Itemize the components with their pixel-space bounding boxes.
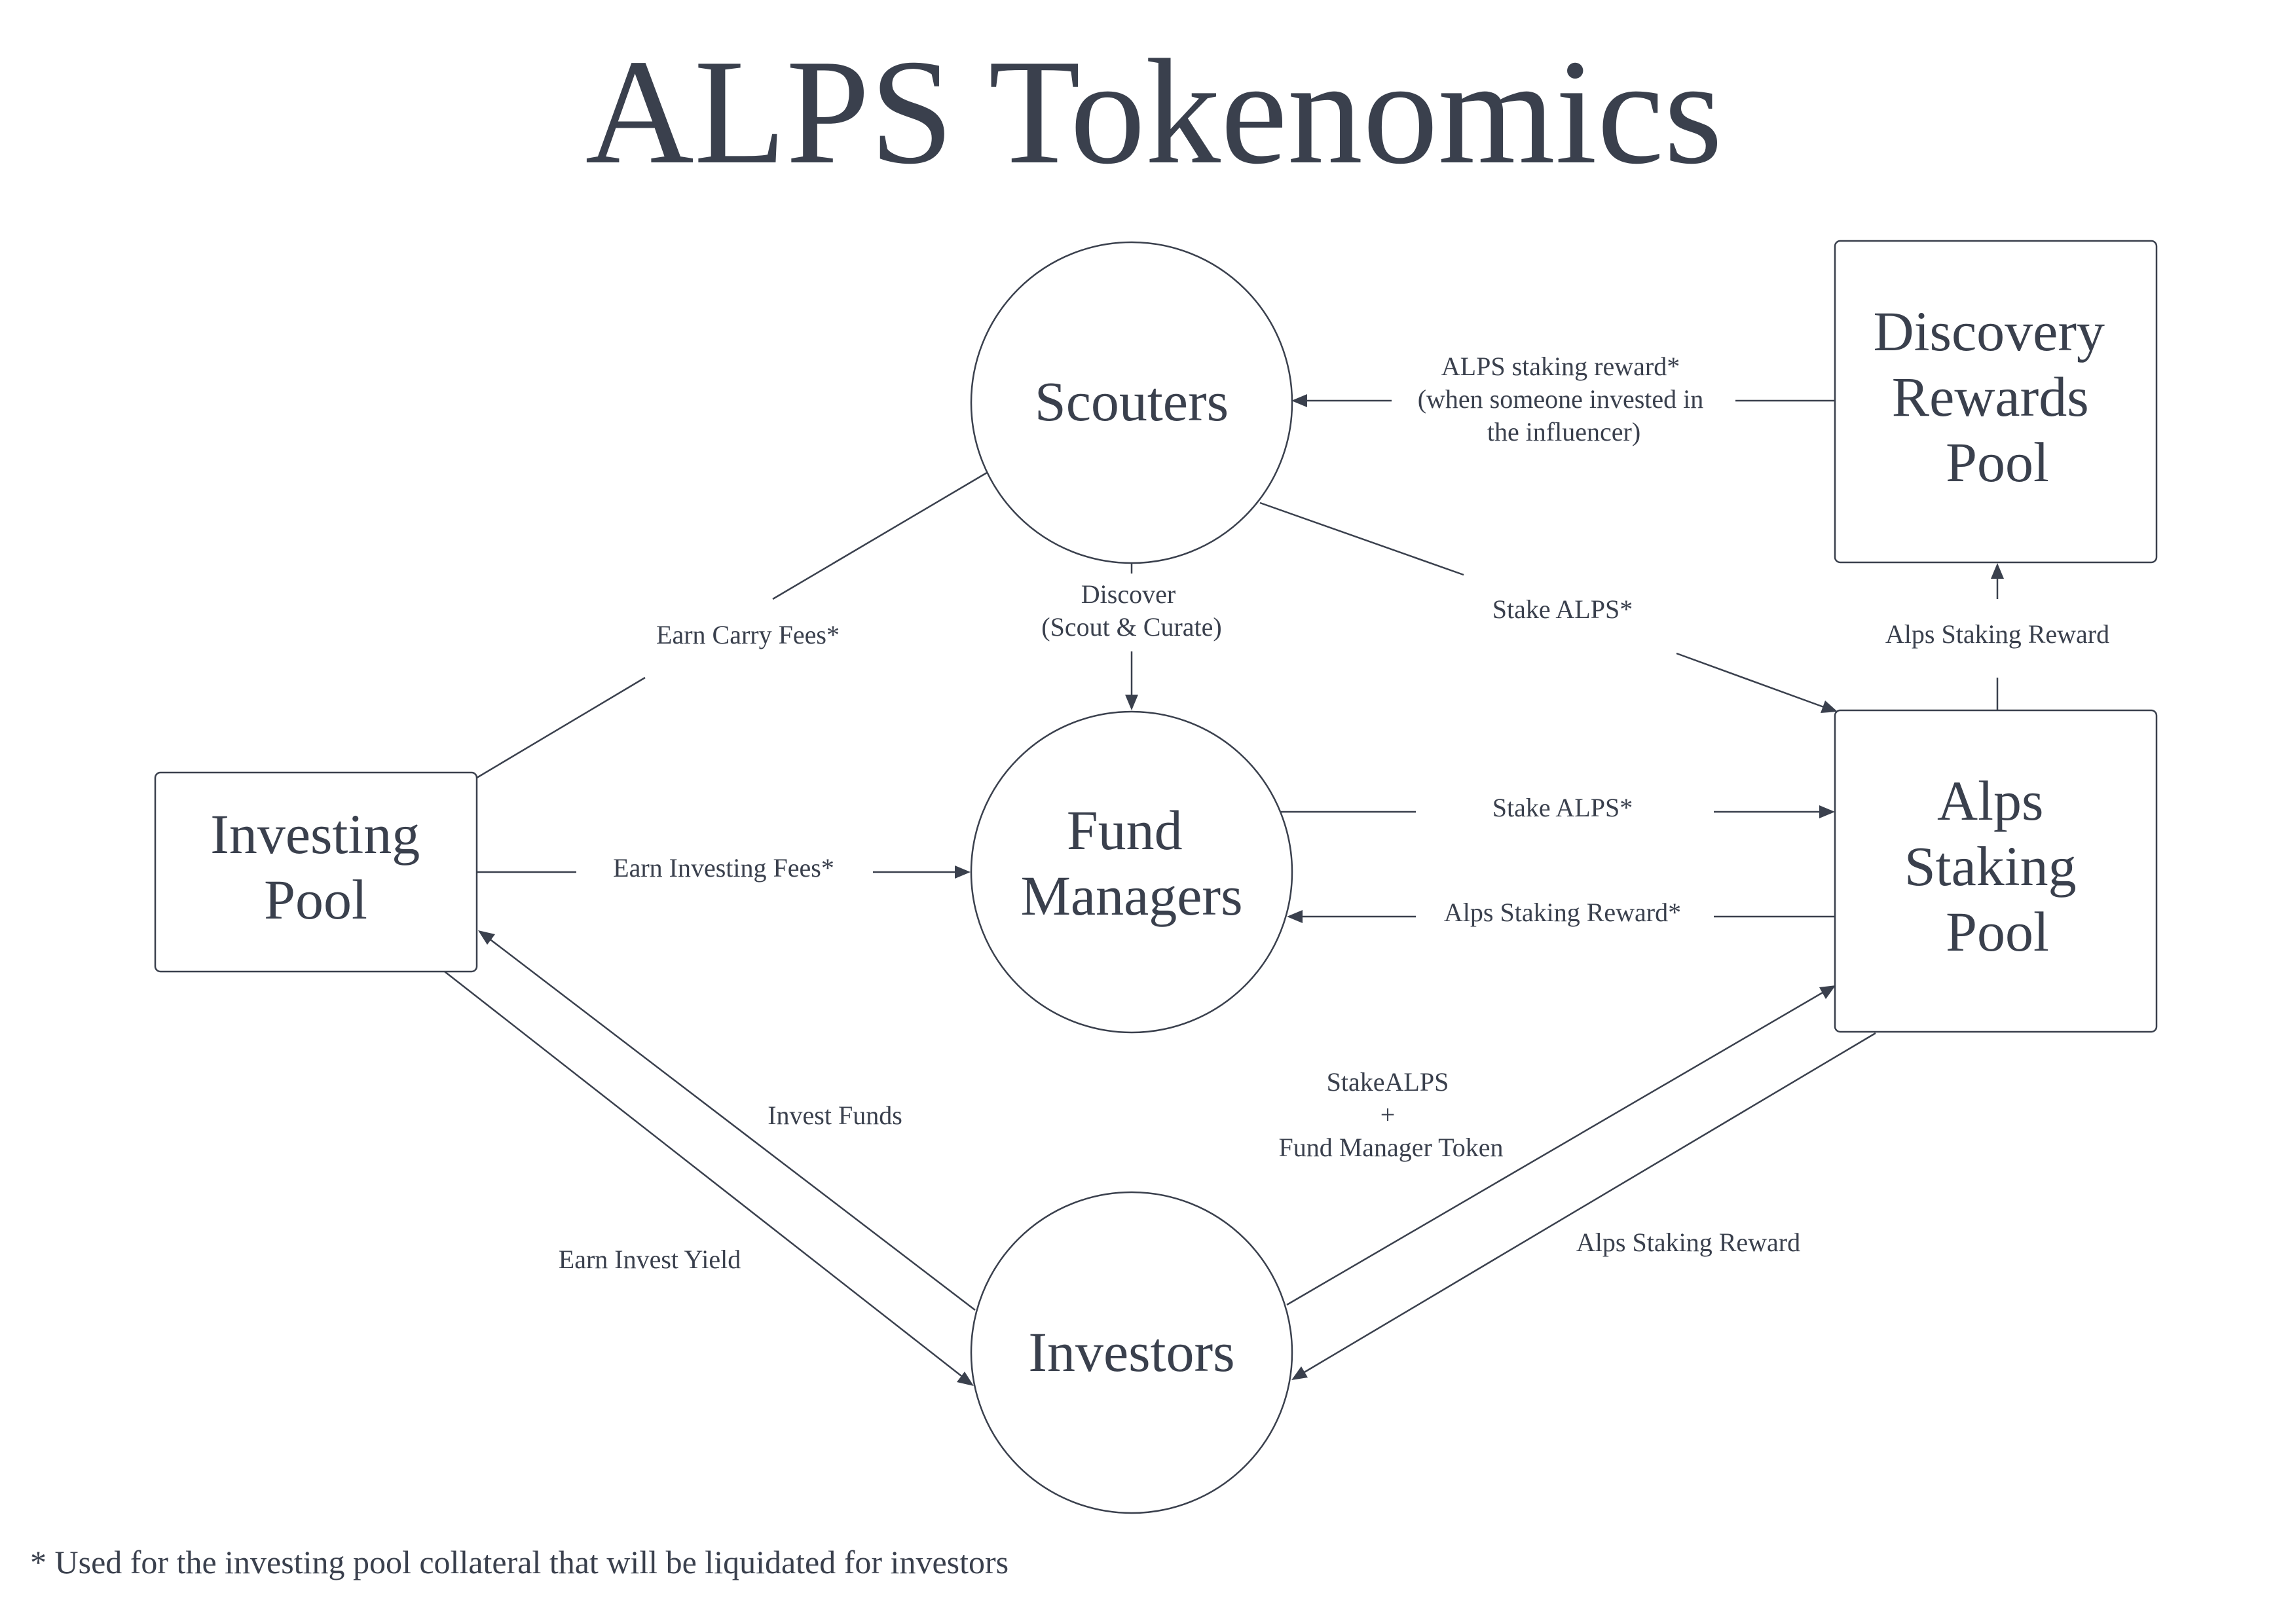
edge-investing-pool-to-investors bbox=[444, 971, 974, 1386]
arrowhead bbox=[1287, 910, 1303, 923]
discovery-rewards-pool-box bbox=[1834, 240, 2158, 564]
edge-investing-pool-scouters bbox=[476, 471, 988, 779]
node-scouters: Scouters bbox=[970, 241, 1293, 564]
arrowhead bbox=[1291, 1366, 1308, 1380]
footnote: * Used for the investing pool collateral… bbox=[30, 1544, 1009, 1580]
label-staking-to-fund-managers: Alps Staking Reward* bbox=[1444, 898, 1681, 927]
edge-staking-to-investors bbox=[1291, 1032, 1876, 1380]
arrowhead bbox=[1819, 985, 1836, 999]
node-alps-staking-pool: Alps Staking Pool bbox=[1834, 709, 2158, 1033]
label-investors-to-staking: StakeALPS + Fund Manager Token bbox=[1278, 1067, 1503, 1162]
diagram-title: ALPS Tokenomics bbox=[585, 28, 1723, 195]
label-scouters-to-fund-managers-line-2: (Scout & Curate) bbox=[1041, 612, 1222, 642]
node-discovery-rewards-pool: Discovery Rewards Pool bbox=[1834, 240, 2158, 564]
fund-managers-label-line-2: Managers bbox=[1020, 864, 1242, 927]
label-discovery-to-scouters: ALPS staking reward* (when someone inves… bbox=[1418, 352, 1711, 447]
arrowhead bbox=[955, 866, 971, 879]
fund-managers-label: Fund Managers bbox=[1020, 799, 1242, 927]
edge-investing-pool-to-fund-managers bbox=[477, 866, 971, 879]
investing-pool-label-line-2: Pool bbox=[264, 868, 367, 931]
edge-scouters-to-fund-managers bbox=[1125, 563, 1138, 710]
label-investing-pool-to-investors: Earn Invest Yield bbox=[559, 1245, 741, 1274]
node-investors: Investors bbox=[970, 1191, 1293, 1514]
scouters-label: Scouters bbox=[1035, 370, 1229, 433]
label-staking-to-discovery: Alps Staking Reward bbox=[1885, 619, 2109, 649]
label-investing-pool-to-fund-managers: Earn Investing Fees* bbox=[613, 853, 834, 883]
arrowhead bbox=[1821, 701, 1838, 713]
investing-pool-label: Investing Pool bbox=[210, 803, 434, 931]
label-discovery-to-scouters-line-2: (when someone invested in bbox=[1418, 384, 1704, 414]
alps-staking-pool-label: Alps Staking Pool bbox=[1904, 769, 2090, 963]
discovery-rewards-pool-label-line-1: Discovery bbox=[1874, 300, 2105, 363]
label-fund-managers-to-staking: Stake ALPS* bbox=[1492, 793, 1633, 822]
edge-fund-managers-to-staking bbox=[1280, 805, 1835, 818]
arrowhead bbox=[957, 1372, 974, 1386]
edge-investors-to-investing-pool bbox=[478, 930, 976, 1311]
label-scouters-to-fund-managers-line-1: Discover bbox=[1081, 579, 1176, 609]
edge-staking-to-discovery bbox=[1991, 563, 2004, 710]
arrowhead bbox=[1991, 563, 2004, 579]
investors-circle bbox=[970, 1191, 1293, 1514]
node-fund-managers: Fund Managers bbox=[970, 710, 1293, 1034]
label-investors-to-staking-line-3: Fund Manager Token bbox=[1278, 1133, 1503, 1162]
edge-investors-to-staking bbox=[1286, 985, 1836, 1306]
label-investors-to-staking-line-1: StakeALPS bbox=[1327, 1067, 1449, 1097]
arrowhead bbox=[1819, 805, 1835, 818]
edge-discovery-to-scouters bbox=[1291, 394, 1835, 407]
label-discovery-to-scouters-line-3: the influencer) bbox=[1487, 417, 1640, 447]
node-investing-pool: Investing Pool bbox=[154, 771, 478, 973]
alps-staking-pool-label-line-2: Staking bbox=[1904, 835, 2077, 898]
edge-staking-to-fund-managers bbox=[1287, 910, 1835, 923]
investors-label: Investors bbox=[1028, 1321, 1234, 1383]
arrowhead bbox=[1291, 394, 1307, 407]
label-investors-to-staking-line-2: + bbox=[1380, 1100, 1396, 1129]
label-scouters-to-fund-managers: Discover (Scout & Curate) bbox=[1041, 579, 1222, 642]
label-discovery-to-scouters-line-1: ALPS staking reward* bbox=[1441, 352, 1680, 381]
discovery-rewards-pool-label-line-3: Pool bbox=[1946, 431, 2049, 494]
investing-pool-label-line-1: Investing bbox=[210, 803, 420, 866]
scouters-circle bbox=[970, 241, 1293, 564]
alps-staking-pool-label-line-3: Pool bbox=[1946, 900, 2049, 963]
alps-staking-pool-label-line-1: Alps bbox=[1937, 769, 2043, 832]
label-investing-pool-scouters: Earn Carry Fees* bbox=[656, 620, 840, 649]
investing-pool-box bbox=[154, 771, 478, 973]
fund-managers-label-line-1: Fund bbox=[1067, 799, 1183, 862]
label-staking-to-investors: Alps Staking Reward bbox=[1576, 1228, 1800, 1257]
discovery-rewards-pool-label-line-2: Rewards bbox=[1892, 365, 2089, 428]
label-investors-to-investing-pool: Invest Funds bbox=[768, 1101, 902, 1130]
label-scouters-to-staking: Stake ALPS* bbox=[1492, 594, 1633, 624]
discovery-rewards-pool-label: Discovery Rewards Pool bbox=[1874, 300, 2119, 494]
alps-staking-pool-box bbox=[1834, 709, 2158, 1033]
fund-managers-circle bbox=[970, 710, 1293, 1034]
arrowhead bbox=[1125, 695, 1138, 710]
arrowhead bbox=[478, 930, 495, 945]
edge-scouters-to-staking bbox=[1259, 501, 1838, 713]
